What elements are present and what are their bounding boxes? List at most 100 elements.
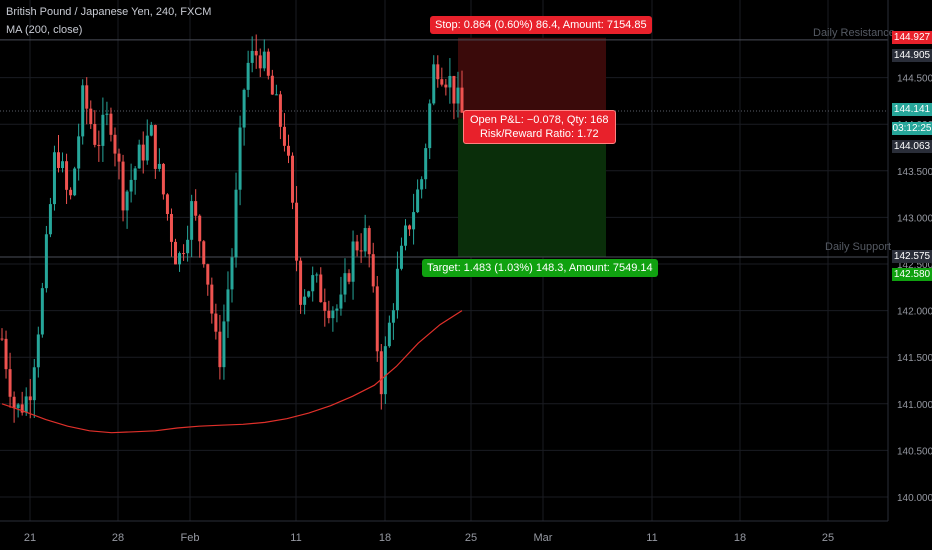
candle-body xyxy=(145,135,149,161)
candle-body xyxy=(319,274,323,303)
candle-body xyxy=(61,161,65,168)
price-axis[interactable]: 140.000 140.500 141.000 141.500 142.000 142.5… xyxy=(887,0,932,521)
time-tick-label: 11 xyxy=(290,532,301,544)
candle-body xyxy=(371,254,375,287)
candle-body xyxy=(242,89,246,128)
candle-body xyxy=(359,250,363,252)
price-tag: 142.580 xyxy=(892,268,932,281)
time-tick-label: Mar xyxy=(534,532,553,544)
candle-body xyxy=(8,369,12,397)
candle-body xyxy=(226,289,230,322)
candle-body xyxy=(190,201,194,240)
price-tick-label: 140.000 xyxy=(897,493,932,504)
position-zones xyxy=(458,37,606,257)
candle-body xyxy=(246,62,250,90)
candle-body xyxy=(202,241,206,265)
candle-body xyxy=(250,50,254,63)
candle-body xyxy=(85,85,89,109)
candle-body xyxy=(48,204,52,235)
candle-body xyxy=(69,189,73,196)
candle-body xyxy=(383,346,387,395)
price-tick-label: 142.500 xyxy=(897,260,932,271)
time-tick-label: 11 xyxy=(646,532,657,544)
ma-legend[interactable]: MA (200, close) xyxy=(6,24,83,36)
candle-body xyxy=(399,245,403,269)
price-tag: 03:12:25 xyxy=(892,122,932,135)
price-tag: 144.063 xyxy=(892,140,932,153)
candle-body xyxy=(44,234,48,289)
candle-body xyxy=(117,153,121,162)
candle-body xyxy=(440,79,444,85)
candle-body xyxy=(351,241,355,282)
price-tag: 144.927 xyxy=(892,31,932,44)
candle-body xyxy=(182,253,186,255)
candle-body xyxy=(331,310,335,319)
candle-body xyxy=(32,367,36,401)
candle-body xyxy=(141,144,145,161)
price-tag: 142.575 xyxy=(892,250,932,263)
candle-body xyxy=(448,75,452,88)
time-tick-label: 28 xyxy=(112,532,124,544)
candle-body xyxy=(218,331,222,368)
candle-body xyxy=(282,126,286,146)
price-tick-label: 143.500 xyxy=(897,167,932,178)
candle-body xyxy=(395,268,399,311)
candle-body xyxy=(327,310,331,319)
time-tick-label: 18 xyxy=(734,532,746,544)
candle-body xyxy=(339,294,343,309)
candle-body xyxy=(174,241,178,265)
candle-body xyxy=(379,351,383,395)
symbol-legend[interactable]: British Pound / Japanese Yen, 240, FXCM xyxy=(6,6,212,18)
candlestick-series xyxy=(0,34,464,423)
candle-body xyxy=(20,404,24,413)
time-tick-label: 18 xyxy=(379,532,391,544)
price-tick-label: 141.000 xyxy=(897,400,932,411)
candle-body xyxy=(444,84,448,88)
candle-body xyxy=(81,85,85,137)
candle-body xyxy=(206,264,210,285)
candle-body xyxy=(133,168,137,180)
candle-body xyxy=(412,212,416,230)
candle-body xyxy=(274,94,278,96)
candle-body xyxy=(28,396,32,401)
candle-body xyxy=(456,87,460,104)
candle-body xyxy=(258,55,262,69)
candle-body xyxy=(56,152,60,168)
candle-body xyxy=(222,321,226,368)
candle-body xyxy=(77,136,81,169)
time-tick-label: 25 xyxy=(822,532,834,544)
ma-line xyxy=(1,310,463,434)
target-tag[interactable]: Target: 1.483 (1.03%) 148.3, Amount: 754… xyxy=(422,259,658,277)
candle-body xyxy=(299,260,303,305)
stop-tag[interactable]: Stop: 0.864 (0.60%) 86.4, Amount: 7154.8… xyxy=(430,16,652,34)
candle-body xyxy=(363,228,367,252)
candle-body xyxy=(89,108,93,125)
candle-body xyxy=(230,257,234,290)
candle-body xyxy=(307,291,311,297)
candle-body xyxy=(234,189,238,258)
candle-body xyxy=(291,155,295,203)
candle-body xyxy=(335,308,339,311)
candle-body xyxy=(387,322,391,347)
stop-zone xyxy=(458,37,606,119)
candle-body xyxy=(0,338,4,340)
risk-reward-line: Risk/Reward Ratio: 1.72 xyxy=(479,128,599,140)
candle-body xyxy=(266,51,270,76)
candle-body xyxy=(210,284,214,314)
candle-body xyxy=(254,50,258,56)
candle-body xyxy=(149,125,153,136)
candle-body xyxy=(375,286,379,352)
time-axis[interactable]: 21 28 Feb 11 18 25 Mar 11 18 25 xyxy=(0,520,888,544)
candle-body xyxy=(36,334,40,368)
candle-body xyxy=(432,64,436,104)
candle-body xyxy=(40,288,44,335)
candle-body xyxy=(186,239,190,254)
candle-body xyxy=(194,201,198,216)
pnl-tag[interactable]: Open P&L: −0.078, Qty: 168 Risk/Reward R… xyxy=(463,110,616,144)
candle-body xyxy=(303,296,307,305)
candle-body xyxy=(262,51,266,69)
candle-body xyxy=(424,148,428,180)
candle-body xyxy=(161,163,165,195)
time-tick-label: 25 xyxy=(465,532,477,544)
